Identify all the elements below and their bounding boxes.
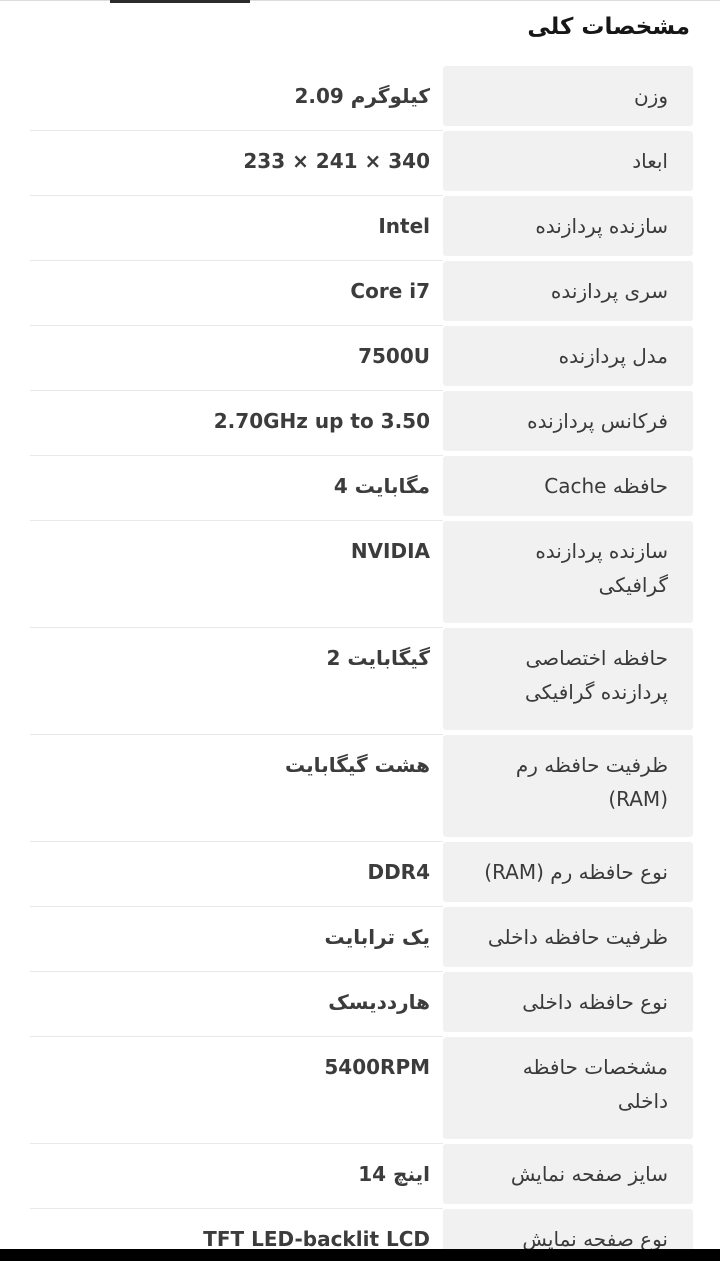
spec-value: TFT LED-backlit LCD	[203, 1227, 430, 1251]
spec-label: ابعاد	[632, 149, 668, 173]
spec-value: Intel	[378, 214, 430, 238]
spec-value: 7500U	[358, 344, 430, 368]
spec-label: نوع صفحه نمایش	[522, 1227, 668, 1251]
spec-value-cell: 7500U	[30, 326, 443, 391]
spec-label-cell: وزن	[443, 66, 693, 126]
spec-label: فرکانس پردازنده	[527, 409, 668, 433]
spec-value: 4 مگابایت	[333, 474, 430, 498]
spec-value-cell: یک ترابایت	[30, 907, 443, 972]
spec-label-cell: حافظه Cache	[443, 456, 693, 516]
spec-value: 233 × 241 × 340	[243, 149, 430, 173]
spec-value: DDR4	[367, 860, 430, 884]
spec-row: وزن 2.09 کیلوگرم	[30, 66, 693, 131]
spec-label: نوع حافظه داخلی	[522, 990, 668, 1014]
spec-value-cell: Core i7	[30, 261, 443, 326]
spec-label: سازنده پردازنده	[535, 214, 668, 238]
spec-label: وزن	[633, 84, 668, 108]
spec-label-cell: نوع حافظه داخلی	[443, 972, 693, 1032]
spec-label: مدل پردازنده	[558, 344, 668, 368]
spec-label: ظرفیت حافظه رم (RAM)	[515, 753, 668, 811]
spec-label-cell: نوع حافظه رم (RAM)	[443, 842, 693, 902]
spec-value-cell: 2.70GHz up to 3.50	[30, 391, 443, 456]
spec-label-cell: ظرفیت حافظه رم (RAM)	[443, 735, 693, 837]
spec-value-cell: هشت گیگابایت	[30, 735, 443, 842]
spec-value-cell: 233 × 241 × 340	[30, 131, 443, 196]
spec-value-cell: هارددیسک	[30, 972, 443, 1037]
spec-row: ظرفیت حافظه داخلی یک ترابایت	[30, 907, 693, 972]
spec-label: مشخصات حافظه داخلی	[522, 1055, 668, 1113]
spec-label-cell: فرکانس پردازنده	[443, 391, 693, 451]
spec-label-cell: سازنده پردازنده	[443, 196, 693, 256]
spec-row: نوع حافظه رم (RAM) DDR4	[30, 842, 693, 907]
spec-value-cell: NVIDIA	[30, 521, 443, 628]
spec-value: 2.09 کیلوگرم	[294, 84, 430, 108]
spec-value: یک ترابایت	[324, 925, 430, 949]
spec-value-cell: 4 مگابایت	[30, 456, 443, 521]
spec-value-cell: 5400RPM	[30, 1037, 443, 1144]
spec-row: فرکانس پردازنده 2.70GHz up to 3.50	[30, 391, 693, 456]
spec-value: 2 گیگابایت	[326, 646, 430, 670]
spec-label-cell: سری پردازنده	[443, 261, 693, 321]
spec-row: ظرفیت حافظه رم (RAM) هشت گیگابایت	[30, 735, 693, 842]
spec-row: سایز صفحه نمایش 14 اینچ	[30, 1144, 693, 1209]
spec-value: هشت گیگابایت	[285, 753, 430, 777]
spec-value-cell: DDR4	[30, 842, 443, 907]
spec-value: هارددیسک	[328, 990, 430, 1014]
spec-row: ابعاد 233 × 241 × 340	[30, 131, 693, 196]
spec-label: ظرفیت حافظه داخلی	[487, 925, 668, 949]
spec-label-cell: مدل پردازنده	[443, 326, 693, 386]
spec-row: مدل پردازنده 7500U	[30, 326, 693, 391]
section-title: مشخصات کلی	[527, 14, 690, 40]
bottom-black-bar	[0, 1249, 720, 1261]
spec-value-cell: 2.09 کیلوگرم	[30, 66, 443, 131]
spec-value-cell: 14 اینچ	[30, 1144, 443, 1209]
spec-value: 5400RPM	[324, 1055, 430, 1079]
spec-label: سایز صفحه نمایش	[510, 1162, 668, 1186]
spec-row: مشخصات حافظه داخلی 5400RPM	[30, 1037, 693, 1144]
spec-label: سازنده پردازنده گرافیکی	[535, 539, 668, 597]
spec-label-cell: حافظه اختصاصی پردازنده گرافیکی	[443, 628, 693, 730]
spec-label-cell: ظرفیت حافظه داخلی	[443, 907, 693, 967]
spec-label-cell: سایز صفحه نمایش	[443, 1144, 693, 1204]
top-edge-line	[0, 0, 720, 1]
spec-label-cell: مشخصات حافظه داخلی	[443, 1037, 693, 1139]
spec-row: حافظه Cache 4 مگابایت	[30, 456, 693, 521]
spec-label-cell: سازنده پردازنده گرافیکی	[443, 521, 693, 623]
spec-value: NVIDIA	[350, 539, 430, 563]
spec-value-cell: TFT LED-backlit LCD	[30, 1209, 443, 1261]
spec-label-cell: ابعاد	[443, 131, 693, 191]
top-edge-artifact	[110, 0, 250, 3]
spec-row: حافظه اختصاصی پردازنده گرافیکی 2 گیگابای…	[30, 628, 693, 735]
spec-row: سازنده پردازنده Intel	[30, 196, 693, 261]
spec-value: 2.70GHz up to 3.50	[213, 409, 430, 433]
spec-value: 14 اینچ	[358, 1162, 430, 1186]
spec-label: حافظه Cache	[544, 474, 668, 498]
spec-row: سری پردازنده Core i7	[30, 261, 693, 326]
spec-value-cell: 2 گیگابایت	[30, 628, 443, 735]
spec-row: سازنده پردازنده گرافیکی NVIDIA	[30, 521, 693, 628]
spec-value-cell: Intel	[30, 196, 443, 261]
spec-row: نوع صفحه نمایش TFT LED-backlit LCD	[30, 1209, 693, 1261]
spec-label: حافظه اختصاصی پردازنده گرافیکی	[524, 646, 668, 704]
spec-value: Core i7	[350, 279, 430, 303]
spec-label: نوع حافظه رم (RAM)	[484, 860, 668, 884]
spec-row: نوع حافظه داخلی هارددیسک	[30, 972, 693, 1037]
spec-label: سری پردازنده	[550, 279, 668, 303]
spec-table: وزن 2.09 کیلوگرم ابعاد 233 × 241 × 340 س…	[0, 66, 720, 1261]
